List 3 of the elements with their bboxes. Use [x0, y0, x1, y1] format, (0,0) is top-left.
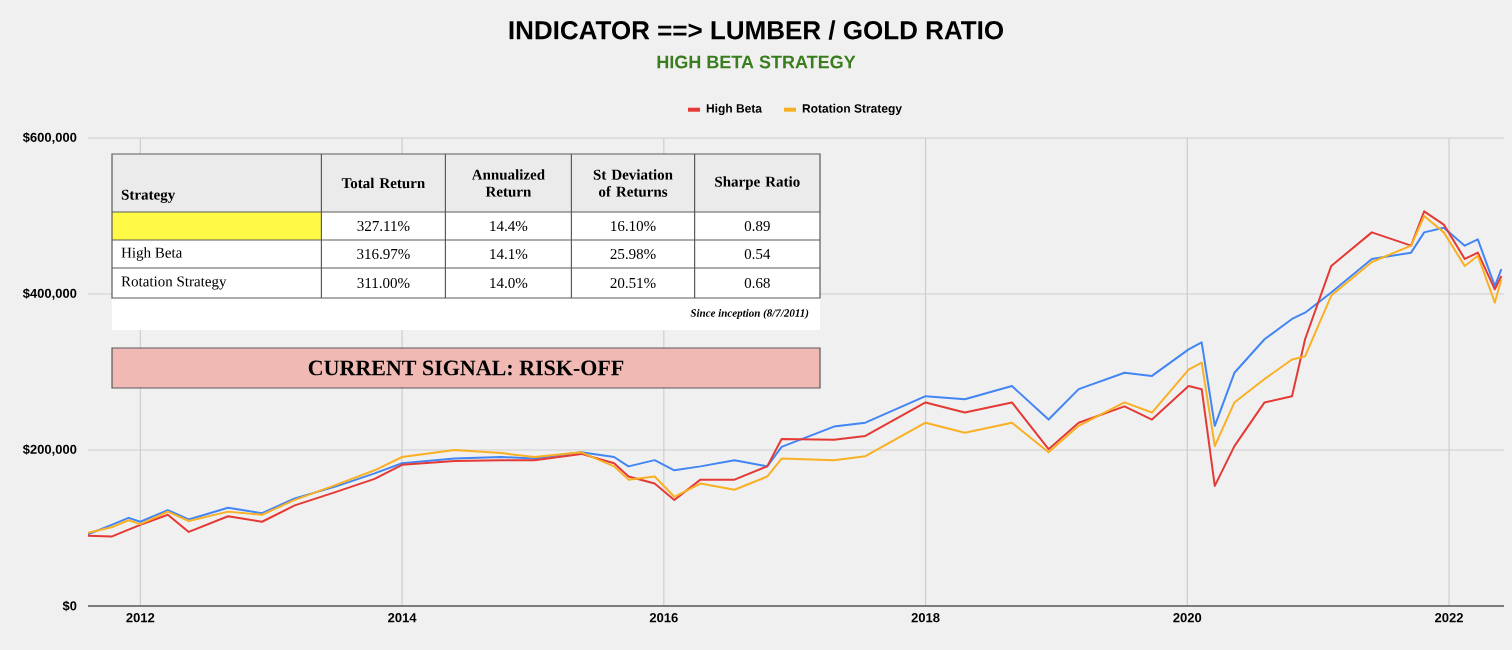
- chart-title: INDICATOR ==> LUMBER / GOLD RATIO: [509, 20, 1004, 40]
- annotation: CURRENT SIGNAL: RISK-OFF: [308, 360, 624, 376]
- chart-subtitle: HIGH BETA STRATEGY: [657, 55, 856, 69]
